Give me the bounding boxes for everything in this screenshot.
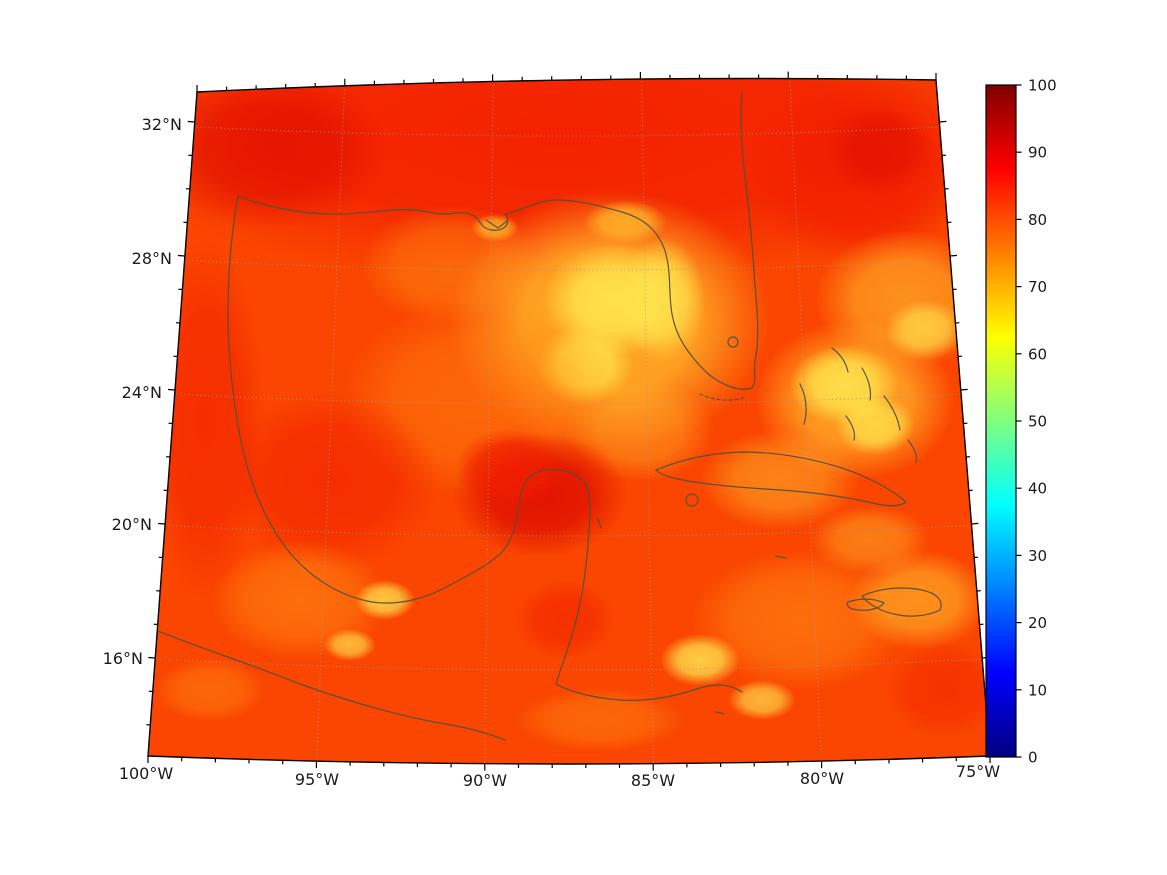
colorbar-label-60: 60 <box>1028 345 1047 363</box>
colorbar-label-70: 70 <box>1028 278 1047 296</box>
lat-tick-label-24n: 24°N <box>122 383 162 402</box>
map-frame-ticks <box>146 71 992 771</box>
lon-tick-label-95w: 95°W <box>295 770 339 789</box>
lat-axis-labels: 32°N 28°N 24°N 20°N 16°N <box>103 115 182 668</box>
small-islands <box>597 517 787 715</box>
heatmap-field-layer <box>148 78 990 764</box>
coastline-delta <box>485 219 508 229</box>
coastline-us-gulf <box>237 91 759 390</box>
colorbar-label-40: 40 <box>1028 480 1047 498</box>
lat-tick-label-32n: 32°N <box>142 115 182 134</box>
colorbar-label-90: 90 <box>1028 144 1047 162</box>
lon-tick-label-85w: 85°W <box>631 771 675 790</box>
colorbar-label-20: 20 <box>1028 614 1047 632</box>
coastline-mexico-yucatan <box>227 195 743 701</box>
coastline-florida-keys <box>699 393 745 401</box>
coastline-jamaica <box>846 598 885 611</box>
lat-tick-label-28n: 28°N <box>132 249 172 268</box>
colorbar-label-50: 50 <box>1028 413 1047 431</box>
isle-of-youth <box>685 493 699 507</box>
colorbar-labels: 100 90 80 70 60 50 40 30 20 10 0 <box>1028 77 1057 767</box>
colorbar-label-10: 10 <box>1028 681 1047 699</box>
lon-tick-label-80w: 80°W <box>800 769 844 788</box>
colorbar-label-0: 0 <box>1028 749 1038 767</box>
lat-tick-label-20n: 20°N <box>112 515 152 534</box>
lon-tick-label-100w: 100°W <box>119 764 174 783</box>
lon-tick-label-90w: 90°W <box>463 771 507 790</box>
lat-tick-label-16n: 16°N <box>103 649 143 668</box>
coastline-pacific <box>149 627 506 741</box>
coastline-hispaniola <box>861 587 942 617</box>
colorbar-label-80: 80 <box>1028 211 1047 229</box>
lon-axis-labels: 100°W 95°W 90°W 85°W 80°W 75°W <box>119 762 1000 790</box>
coastlines <box>149 91 942 741</box>
colorbar-label-30: 30 <box>1028 547 1047 565</box>
colorbar: 100 90 80 70 60 50 40 30 20 10 0 <box>985 77 1057 767</box>
lon-tick-label-75w: 75°W <box>956 762 1000 781</box>
colorbar-ticks <box>1016 84 1022 758</box>
lake-okeechobee <box>727 336 739 348</box>
colorbar-gradient <box>985 84 1017 758</box>
coastline-bahamas <box>799 347 918 463</box>
coastline-cuba <box>655 451 907 507</box>
colorbar-label-100: 100 <box>1028 77 1057 95</box>
